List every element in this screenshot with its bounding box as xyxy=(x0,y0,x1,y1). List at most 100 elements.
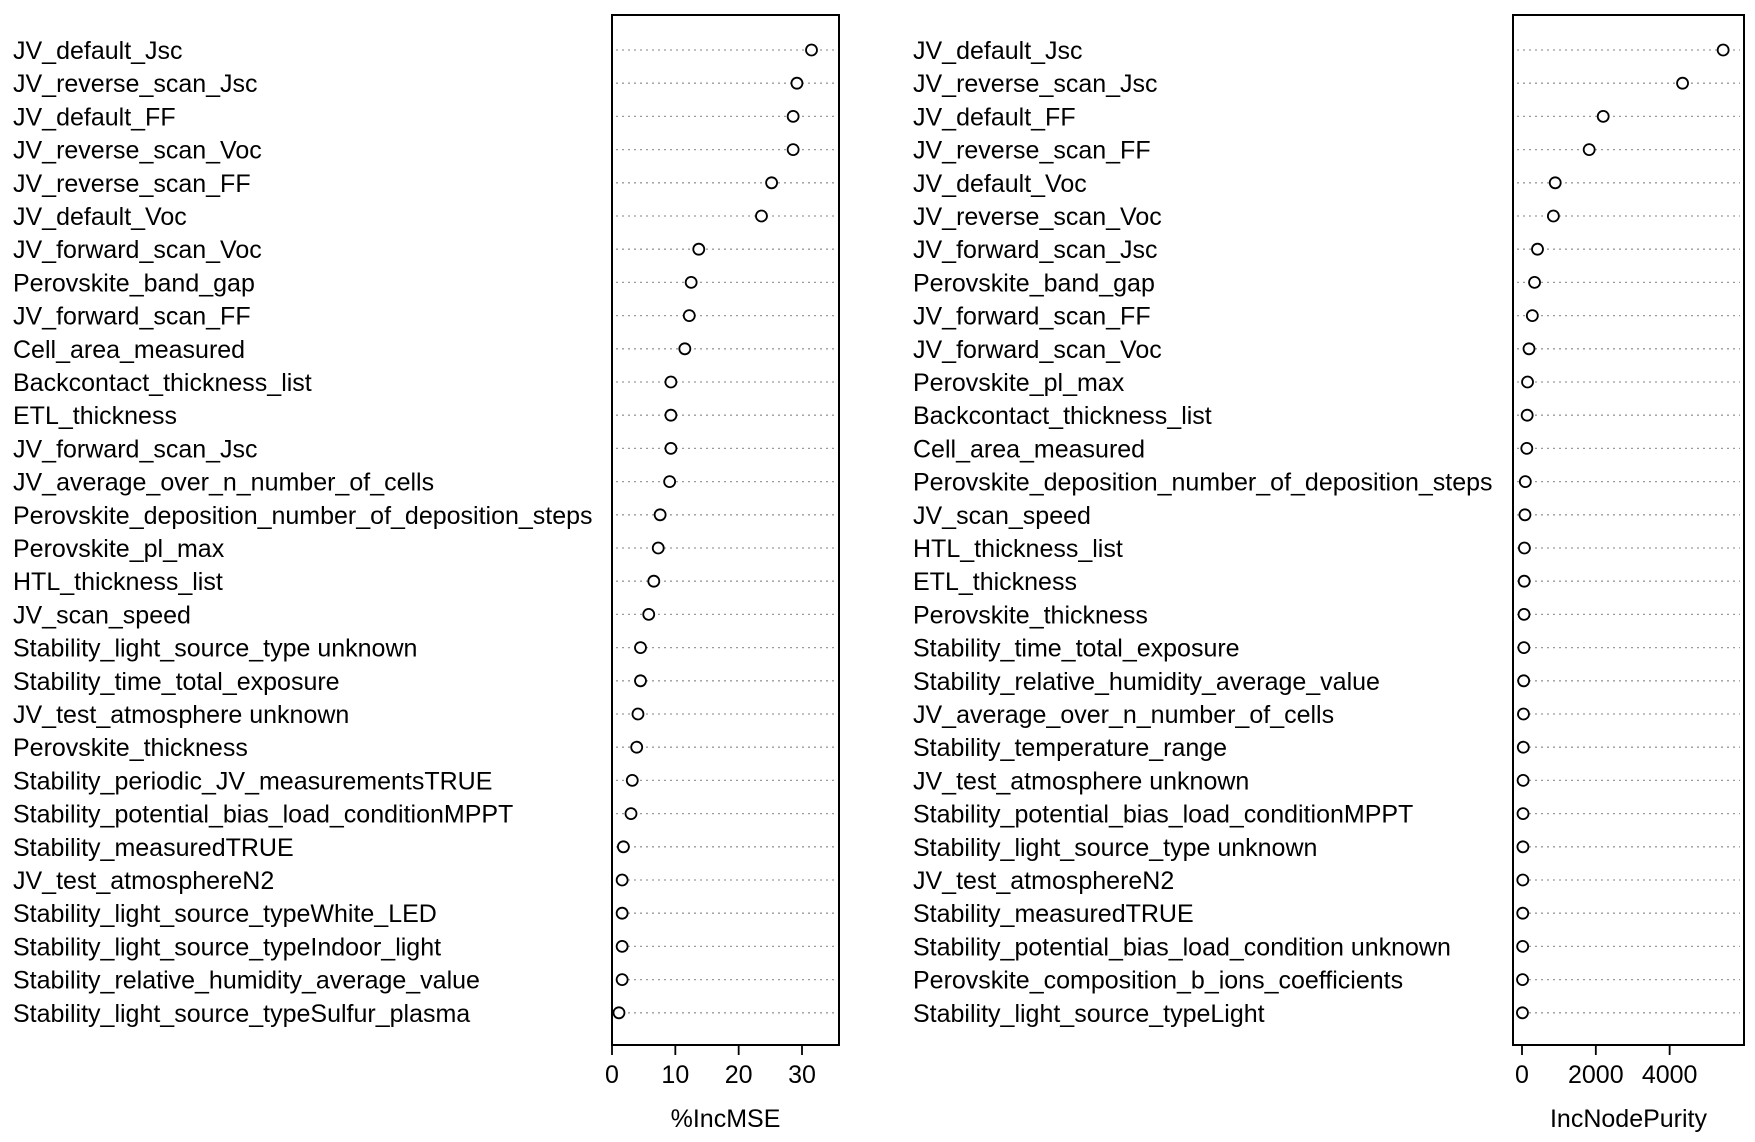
variable-label: JV_default_Jsc xyxy=(13,37,183,65)
variable-label: Cell_area_measured xyxy=(13,336,245,364)
variable-label: Stability_potential_bias_load_condition … xyxy=(913,933,1451,961)
data-point xyxy=(805,43,818,57)
data-point xyxy=(692,242,706,256)
data-point xyxy=(1548,176,1562,190)
data-point xyxy=(1517,574,1531,588)
variable-label: ETL_thickness xyxy=(913,568,1077,596)
data-point xyxy=(653,508,667,522)
variable-label: Stability_temperature_range xyxy=(913,734,1227,762)
variable-label: Stability_light_source_type unknown xyxy=(913,834,1317,862)
incnodepurity-panel: JV_default_Jsc JV_reverse_scan_Jsc JV_defa… xyxy=(913,14,1745,1133)
variable-label: Stability_time_total_exposure xyxy=(13,668,340,696)
data-point xyxy=(651,541,665,555)
variable-label: Perovskite_band_gap xyxy=(913,269,1155,297)
data-point xyxy=(1582,143,1596,157)
variable-label: Stability_light_source_typeIndoor_light xyxy=(13,933,441,961)
data-point xyxy=(1516,873,1530,887)
variable-label: JV_reverse_scan_FF xyxy=(913,137,1151,165)
variable-label: Perovskite_thickness xyxy=(913,601,1148,629)
variable-label: JV_forward_scan_Jsc xyxy=(13,435,258,463)
data-point xyxy=(1517,541,1531,555)
data-point xyxy=(664,408,678,422)
plot-frame xyxy=(611,14,840,1046)
variable-label: JV_forward_scan_Jsc xyxy=(913,236,1158,264)
variable-label: JV_default_Voc xyxy=(13,203,187,231)
variable-label: Perovskite_deposition_number_of_depositi… xyxy=(913,469,1493,497)
data-point xyxy=(634,674,647,688)
data-point xyxy=(624,807,638,820)
variable-label: JV_reverse_scan_FF xyxy=(13,170,251,198)
data-point xyxy=(617,840,630,854)
data-point xyxy=(1596,110,1610,123)
data-point xyxy=(664,441,678,455)
x-axis-title: %IncMSE xyxy=(671,1105,781,1133)
data-point xyxy=(631,707,645,721)
data-point xyxy=(1516,807,1530,820)
variable-label: JV_scan_speed xyxy=(13,601,191,629)
x-tick-label: 2000 xyxy=(1568,1061,1624,1089)
data-point xyxy=(1521,375,1534,389)
incmse-panel: JV_default_Jsc JV_reverse_scan_Jsc JV_defa… xyxy=(13,14,840,1133)
variable-label: Perovskite_composition_b_ions_coefficien… xyxy=(913,967,1403,995)
data-point xyxy=(1516,840,1530,854)
variable-label: Stability_light_source_typeWhite_LED xyxy=(13,900,437,928)
variable-label: Perovskite_pl_max xyxy=(13,535,225,563)
variable-label: Perovskite_thickness xyxy=(13,734,248,762)
data-point xyxy=(615,906,629,920)
variable-label: HTL_thickness_list xyxy=(13,568,223,596)
variable-label: Stability_light_source_typeLight xyxy=(913,1000,1265,1028)
variable-label: JV_reverse_scan_Voc xyxy=(913,203,1162,231)
data-point xyxy=(1517,608,1531,621)
data-point xyxy=(615,940,629,953)
variable-label: Perovskite_deposition_number_of_depositi… xyxy=(13,502,593,530)
x-tick-label: 0 xyxy=(605,1061,619,1089)
data-point xyxy=(612,1006,626,1020)
data-point xyxy=(625,774,639,787)
variable-label: JV_test_atmosphere unknown xyxy=(13,701,349,729)
variable-label: JV_average_over_n_number_of_cells xyxy=(913,701,1334,729)
x-tick-label: 20 xyxy=(725,1061,753,1089)
data-point xyxy=(1516,740,1530,754)
data-point xyxy=(1520,408,1534,422)
data-point xyxy=(1516,1006,1529,1020)
data-point xyxy=(647,574,661,588)
variable-label: Stability_relative_humidity_average_valu… xyxy=(913,668,1380,696)
data-point xyxy=(1716,43,1730,57)
variable-label: ETL_thickness xyxy=(13,402,177,430)
variable-label: JV_test_atmosphere unknown xyxy=(913,767,1249,795)
variable-label: JV_scan_speed xyxy=(913,502,1091,530)
variable-label: JV_test_atmosphereN2 xyxy=(913,867,1174,895)
variable-label: JV_default_FF xyxy=(913,103,1076,131)
variable-label: JV_forward_scan_FF xyxy=(913,303,1151,331)
variable-label: Stability_time_total_exposure xyxy=(913,635,1240,663)
x-tick-label: 30 xyxy=(788,1061,816,1089)
variable-label: Stability_potential_bias_load_conditionM… xyxy=(13,801,513,829)
data-point xyxy=(664,375,678,389)
plot-frame xyxy=(1512,14,1745,1046)
data-point xyxy=(1525,309,1539,323)
data-point xyxy=(642,608,656,621)
x-tick-label: 10 xyxy=(661,1061,689,1089)
data-point xyxy=(682,309,696,323)
data-point xyxy=(755,209,768,223)
data-point xyxy=(1528,275,1541,289)
variable-label: Stability_periodic_JV_measurementsTRUE xyxy=(13,767,492,795)
variable-label: JV_forward_scan_FF xyxy=(13,303,251,331)
variable-label: JV_reverse_scan_Jsc xyxy=(13,70,258,98)
data-point xyxy=(1546,209,1560,223)
data-point xyxy=(1517,674,1531,688)
variable-label: JV_forward_scan_Voc xyxy=(13,236,262,264)
x-axis-title: IncNodePurity xyxy=(1550,1105,1708,1133)
data-point xyxy=(1516,906,1530,920)
variable-label: Backcontact_thickness_list xyxy=(913,402,1212,430)
data-point xyxy=(1516,940,1530,953)
data-point xyxy=(1676,76,1689,90)
data-point xyxy=(786,143,800,157)
data-point xyxy=(678,342,692,356)
variable-label: Cell_area_measured xyxy=(913,435,1145,463)
data-point xyxy=(1518,508,1532,522)
variable-label: Perovskite_pl_max xyxy=(913,369,1125,397)
data-point xyxy=(1517,641,1531,654)
variable-label: Stability_potential_bias_load_conditionM… xyxy=(913,801,1413,829)
